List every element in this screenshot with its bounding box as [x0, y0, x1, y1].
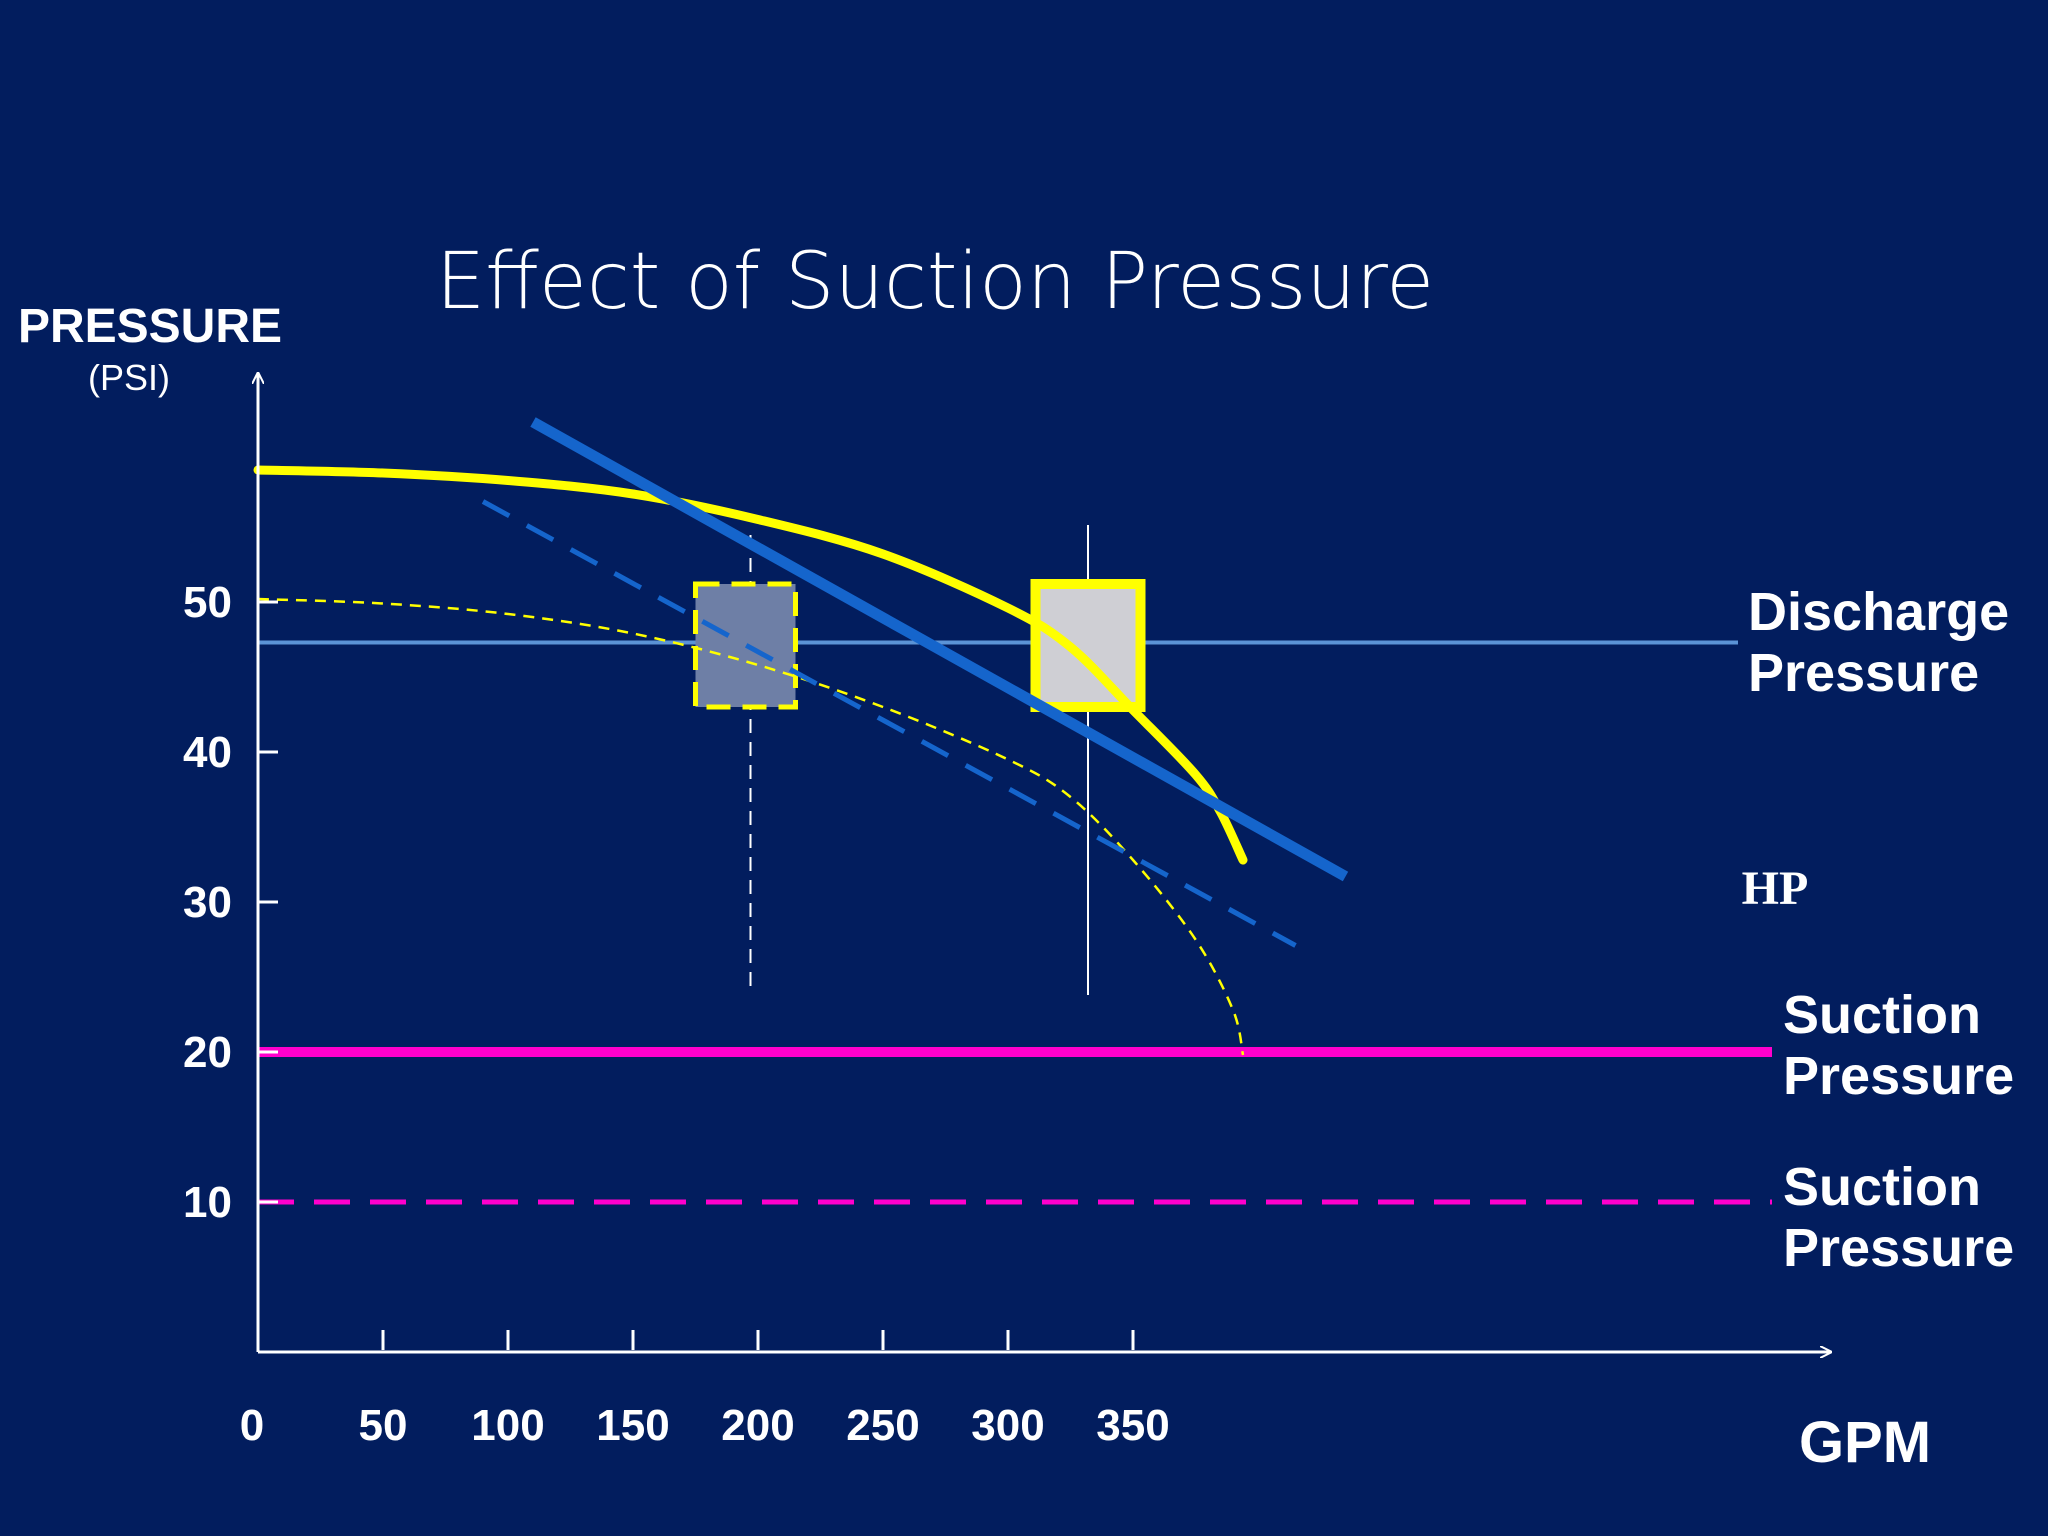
- x-tick-label: 100: [471, 1401, 544, 1450]
- y-tick-label: 10: [183, 1178, 232, 1227]
- reference-label-line: Discharge: [1748, 582, 2009, 642]
- operating-points: [693, 579, 1146, 712]
- x-ticks: 0 50 100 150 200 250 300 350: [240, 1330, 1170, 1450]
- y-ticks: 10 20 30 40 50: [183, 578, 278, 1227]
- series-line-4: [481, 499, 1297, 948]
- x-tick-label: 350: [1096, 1401, 1169, 1450]
- series-line-3: [530, 417, 1349, 882]
- series-group: [253, 417, 1349, 1056]
- axes: [258, 374, 1830, 1352]
- reference-label-line: Suction: [1783, 1157, 1981, 1217]
- y-tick-label: 20: [183, 1028, 232, 1077]
- x-tick-label: 250: [846, 1401, 919, 1450]
- series-line-2: [257, 597, 1245, 1056]
- reference-label-1: Discharge Pressure: [1748, 582, 2009, 703]
- reference-label-line: Suction: [1783, 985, 1981, 1045]
- reference-label-2: Suction Pressure: [1783, 985, 2014, 1106]
- chart-title: Effect of Suction Pressure: [436, 237, 1434, 327]
- series-line-1: [253, 465, 1248, 865]
- x-tick-label: 200: [721, 1401, 794, 1450]
- reference-label-line: Pressure: [1783, 1218, 2014, 1278]
- y-tick-label: 50: [183, 578, 232, 627]
- x-tick-label: 300: [971, 1401, 1044, 1450]
- x-tick-label: 150: [596, 1401, 669, 1450]
- x-tick-label: 50: [359, 1401, 408, 1450]
- y-tick-label: 40: [183, 728, 232, 777]
- y-axis-label: PRESSURE: [18, 300, 282, 353]
- reference-lines: [258, 640, 1772, 1205]
- operating-point-box-2: [1030, 579, 1146, 712]
- y-tick-label: 30: [183, 878, 232, 927]
- y-axis-unit: (PSI): [88, 357, 170, 398]
- reference-label-3: Suction Pressure: [1783, 1157, 2014, 1278]
- reference-label-line: Pressure: [1783, 1046, 2014, 1106]
- operating-point-box-1: [693, 581, 798, 710]
- annotation-hp: HP: [1742, 862, 1809, 915]
- x-tick-label: 0: [240, 1401, 264, 1450]
- x-axis-label: GPM: [1799, 1410, 1931, 1475]
- reference-label-line: Pressure: [1748, 643, 1979, 703]
